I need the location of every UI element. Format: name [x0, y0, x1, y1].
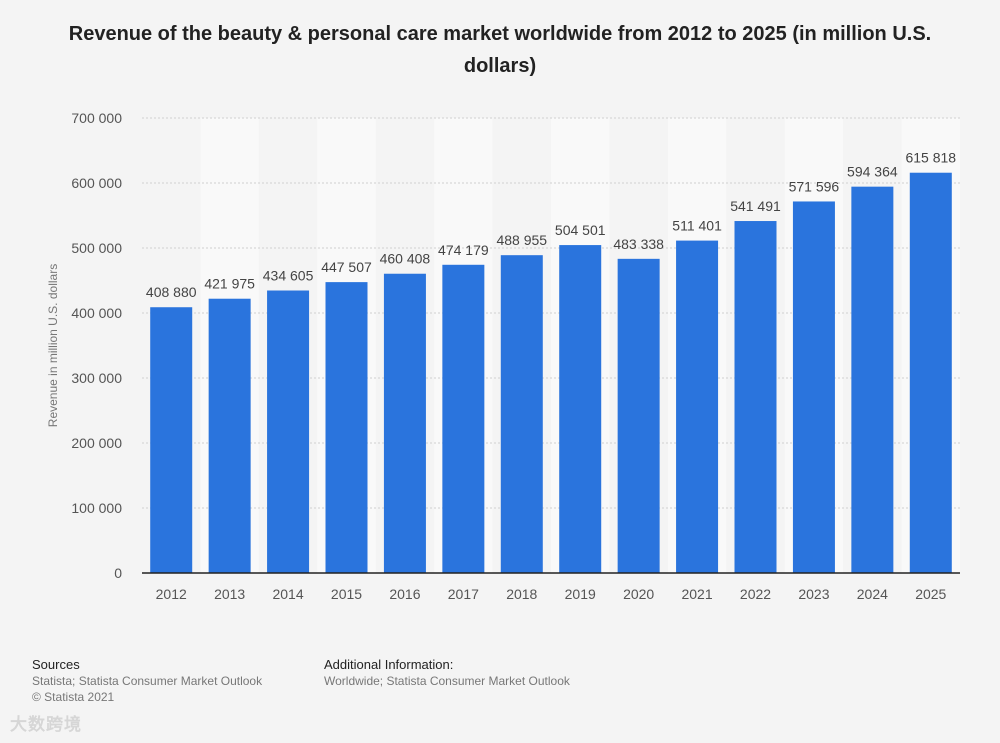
bar-2017 — [442, 264, 485, 573]
y-tick-label: 200 000 — [71, 435, 122, 451]
bar-2022 — [734, 221, 777, 573]
bar-2023 — [792, 201, 835, 574]
y-tick-label: 700 000 — [71, 110, 122, 126]
data-label: 594 364 — [847, 164, 898, 180]
x-tick-label: 2023 — [798, 586, 829, 602]
y-axis-title: Revenue in million U.S. dollars — [46, 264, 60, 427]
y-tick-label: 300 000 — [71, 370, 122, 386]
y-tick-label: 0 — [114, 565, 122, 581]
bar-2012 — [150, 307, 193, 573]
x-tick-label: 2022 — [740, 586, 771, 602]
data-label: 511 401 — [672, 218, 722, 234]
bar-2021 — [676, 240, 719, 573]
bar-2016 — [383, 273, 426, 573]
additional-info-heading[interactable]: Additional Information: — [324, 657, 454, 672]
x-tick-label: 2015 — [331, 586, 362, 602]
data-label: 421 975 — [204, 276, 255, 292]
bar-2024 — [851, 186, 894, 574]
x-tick-label: 2024 — [857, 586, 888, 602]
data-label: 571 596 — [789, 178, 840, 194]
data-label: 483 338 — [613, 236, 664, 252]
y-tick-label: 600 000 — [71, 175, 122, 191]
x-tick-label: 2012 — [156, 586, 187, 602]
y-tick-label: 400 000 — [71, 305, 122, 321]
bar-2018 — [500, 255, 543, 573]
data-label: 488 955 — [496, 232, 547, 248]
data-label: 460 408 — [380, 251, 431, 267]
bar-2025 — [909, 172, 952, 573]
x-tick-label: 2018 — [506, 586, 537, 602]
x-tick-label: 2021 — [681, 586, 712, 602]
x-tick-label: 2014 — [272, 586, 303, 602]
bar-2015 — [325, 282, 368, 573]
data-label: 447 507 — [321, 259, 372, 275]
x-tick-label: 2019 — [565, 586, 596, 602]
data-label: 408 880 — [146, 284, 197, 300]
watermark-text: 大数跨境 — [10, 715, 82, 734]
bar-2013 — [208, 298, 251, 573]
sources-heading[interactable]: Sources — [32, 657, 80, 672]
x-tick-label: 2025 — [915, 586, 946, 602]
copyright-text: © Statista 2021 — [32, 690, 115, 704]
x-tick-label: 2020 — [623, 586, 654, 602]
y-tick-label: 100 000 — [71, 500, 122, 516]
data-label: 504 501 — [555, 222, 606, 238]
additional-info-block: Additional Information: Worldwide; Stati… — [324, 657, 570, 689]
data-label: 541 491 — [730, 198, 781, 214]
x-tick-label: 2013 — [214, 586, 245, 602]
sources-block: Sources Statista; Statista Consumer Mark… — [32, 657, 262, 705]
x-tick-label: 2017 — [448, 586, 479, 602]
data-label: 474 179 — [438, 242, 489, 258]
additional-info-text: Worldwide; Statista Consumer Market Outl… — [324, 674, 570, 688]
sources-text: Statista; Statista Consumer Market Outlo… — [32, 674, 263, 688]
bar-2019 — [559, 245, 602, 574]
data-label: 434 605 — [263, 268, 314, 284]
data-label: 615 818 — [905, 150, 956, 166]
x-tick-label: 2016 — [389, 586, 420, 602]
bar-chart: 0 100 000 200 000 300 000 400 000 500 000 600 … — [46, 110, 960, 602]
bar-2020 — [617, 258, 660, 573]
bar-2014 — [267, 290, 310, 573]
y-tick-label: 500 000 — [71, 240, 122, 256]
chart-title: Revenue of the beauty & personal care ma… — [68, 23, 932, 77]
